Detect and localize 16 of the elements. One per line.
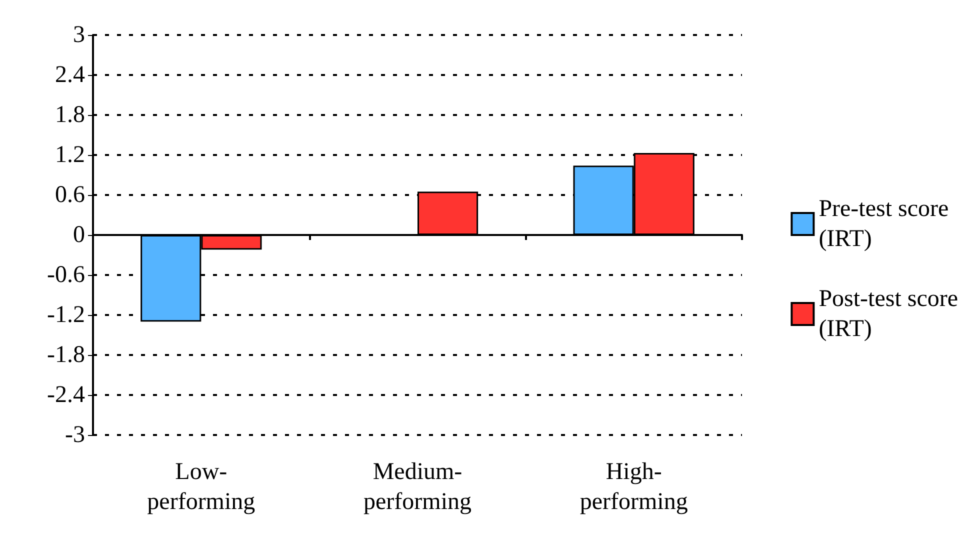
x-tick-label: Medium-performing xyxy=(364,459,472,515)
y-tick-label: 2.4 xyxy=(55,62,85,88)
legend-label: Post-test score (IRT) xyxy=(818,286,958,342)
y-tick-label: 1.8 xyxy=(55,102,85,128)
y-tick-label: -1.2 xyxy=(47,302,85,328)
y-tick-label: -1.8 xyxy=(47,342,85,368)
y-tick-label: 0 xyxy=(73,222,85,248)
x-tick-label: High-performing xyxy=(580,459,688,515)
y-tick-label: -3 xyxy=(65,422,85,448)
y-tick-label: 3 xyxy=(73,22,85,48)
y-tick-label: -2.4 xyxy=(47,382,85,408)
y-tick-label: 0.6 xyxy=(55,182,85,208)
x-tick-label: Low-performing xyxy=(147,459,256,515)
legend-label: Pre-test score (IRT) xyxy=(818,196,949,252)
y-tick-label: -0.6 xyxy=(47,262,85,288)
y-tick-label: 1.2 xyxy=(55,142,85,168)
